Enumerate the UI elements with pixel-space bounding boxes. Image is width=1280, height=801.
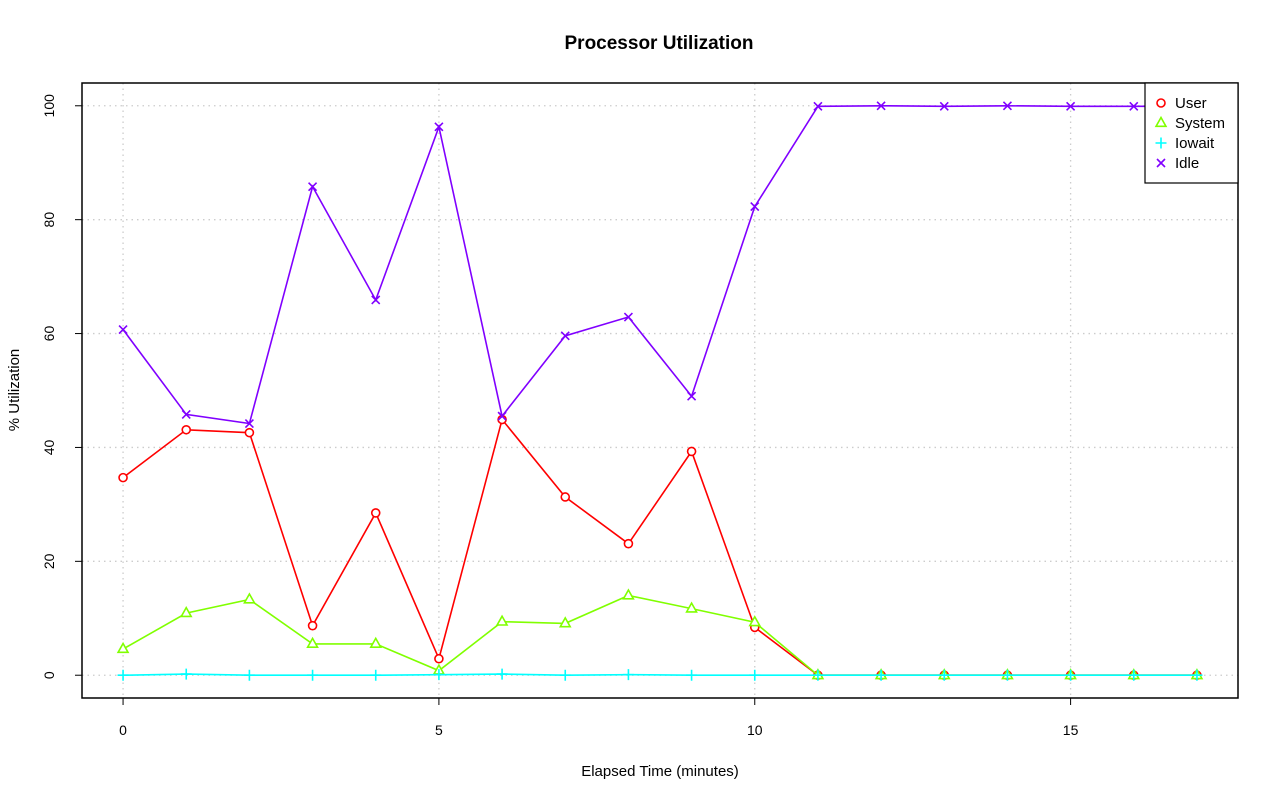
x-tick-label: 10	[747, 722, 763, 738]
data-point-user	[118, 472, 128, 483]
data-point-idle	[623, 312, 633, 322]
data-point-idle	[371, 295, 381, 305]
data-point-iowait	[243, 669, 255, 681]
data-point-idle	[813, 101, 823, 111]
data-point-idle	[1066, 101, 1076, 111]
legend-label-iowait: Iowait	[1175, 135, 1215, 152]
y-tick-label: 0	[41, 671, 57, 679]
data-point-user	[560, 492, 571, 502]
legend-label-system: System	[1175, 115, 1225, 132]
series-idle	[118, 101, 1202, 429]
data-point-system	[306, 636, 319, 649]
data-point-iowait	[686, 669, 698, 681]
data-point-system	[558, 616, 572, 628]
data-point-user	[370, 508, 381, 518]
data-point-iowait	[559, 669, 571, 681]
grid-lines	[82, 83, 1238, 698]
data-point-iowait	[180, 668, 192, 680]
data-point-idle	[750, 202, 760, 212]
x-tick-label: 5	[435, 722, 443, 738]
series-system	[116, 588, 1204, 680]
data-point-idle	[497, 411, 507, 421]
data-point-iowait	[496, 668, 508, 680]
legend: User System Iowait Idle	[1144, 82, 1239, 184]
series-line-iowait	[123, 673, 1197, 677]
data-point-system	[243, 592, 256, 604]
data-point-iowait	[749, 669, 761, 681]
y-tick-label: 100	[41, 94, 57, 118]
data-point-user	[181, 424, 192, 435]
legend-marker-iowait	[1155, 137, 1167, 149]
data-point-idle	[244, 418, 254, 429]
data-point-iowait	[875, 669, 887, 681]
data-point-idle	[1002, 101, 1012, 111]
data-point-system	[179, 606, 193, 618]
data-point-idle	[560, 331, 570, 341]
legend-label-idle: Idle	[1175, 155, 1199, 172]
data-point-iowait	[1065, 669, 1077, 681]
legend-marker-system	[1154, 115, 1168, 128]
y-tick-label: 40	[41, 439, 57, 455]
x-tick-label: 15	[1063, 722, 1079, 738]
data-point-idle	[1129, 101, 1139, 111]
data-point-iowait	[622, 669, 634, 681]
data-point-iowait	[1001, 669, 1013, 681]
data-point-idle	[687, 391, 697, 401]
data-point-idle	[876, 101, 886, 111]
data-point-user	[244, 427, 255, 438]
data-point-idle	[939, 101, 949, 111]
data-point-system	[495, 614, 509, 626]
data-point-system	[685, 601, 698, 613]
data-point-user	[307, 620, 318, 631]
data-point-iowait	[1191, 669, 1203, 681]
data-point-system	[116, 641, 130, 654]
data-point-idle	[118, 325, 128, 335]
series-layer	[116, 101, 1204, 681]
series-line-idle	[122, 104, 1197, 425]
data-point-iowait	[433, 669, 445, 681]
data-point-iowait	[812, 669, 824, 681]
y-tick-label: 20	[41, 553, 57, 569]
y-tick-label: 80	[41, 212, 57, 228]
data-point-iowait	[117, 669, 129, 681]
chart-title: Processor Utilization	[565, 33, 754, 54]
data-point-user	[434, 653, 444, 664]
y-tick-label: 60	[41, 326, 57, 342]
plot-frame	[81, 82, 1239, 699]
data-point-iowait	[307, 669, 319, 681]
data-point-user	[686, 446, 697, 457]
x-tick-label: 0	[119, 722, 127, 738]
data-point-iowait	[1128, 669, 1140, 681]
data-point-system	[748, 615, 762, 627]
data-point-idle	[308, 182, 318, 192]
y-axis: 0 20 40 60 80 100	[41, 94, 83, 679]
x-axis: 0 5 10 15	[119, 697, 1079, 738]
data-point-user	[623, 538, 634, 549]
series-line-user	[122, 417, 1197, 677]
data-point-idle	[434, 122, 444, 132]
legend-label-user: User	[1175, 95, 1207, 112]
series-line-system	[122, 594, 1197, 677]
data-point-system	[369, 636, 383, 649]
x-axis-label: Elapsed Time (minutes)	[581, 763, 739, 780]
data-point-system	[622, 588, 635, 600]
data-point-idle	[181, 409, 191, 419]
series-iowait	[117, 668, 1203, 681]
legend-marker-idle	[1156, 158, 1166, 168]
series-user	[118, 414, 1202, 681]
y-axis-label: % Utilization	[6, 349, 23, 432]
legend-marker-user	[1156, 98, 1166, 108]
data-point-iowait	[938, 669, 950, 681]
data-point-iowait	[370, 669, 382, 681]
